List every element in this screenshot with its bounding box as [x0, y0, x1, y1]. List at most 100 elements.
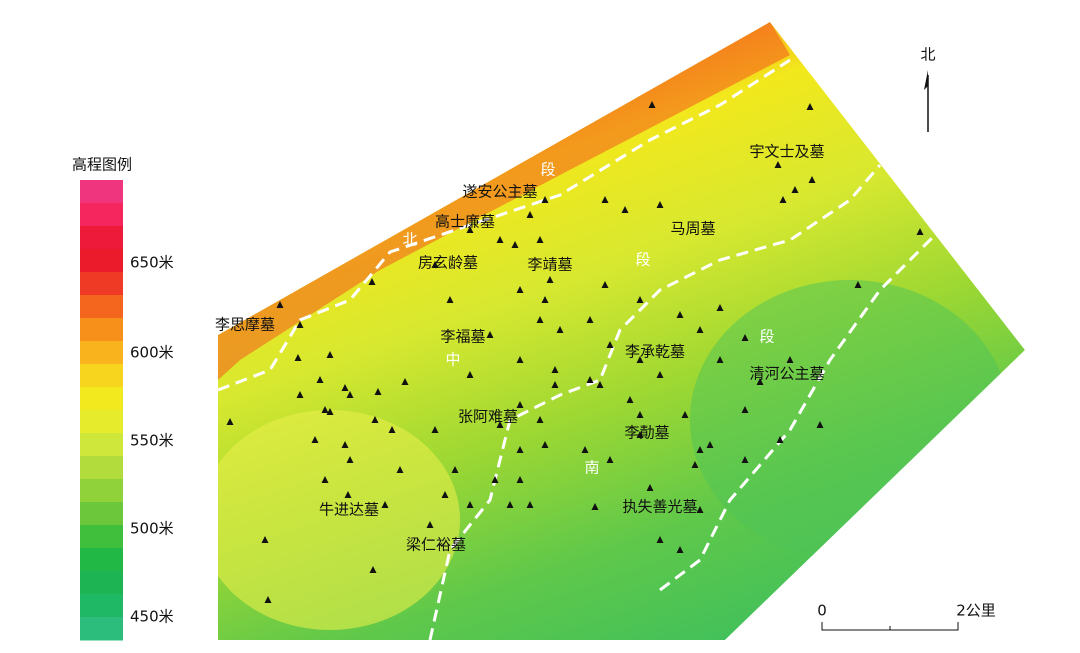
legend-swatch — [80, 318, 123, 342]
tomb-marker — [516, 401, 524, 408]
tomb-marker — [776, 436, 784, 443]
tomb-marker — [706, 441, 714, 448]
legend-swatch — [80, 433, 123, 457]
tomb-marker — [541, 296, 549, 303]
legend-label: 650米 — [130, 254, 174, 272]
legend-swatch — [80, 180, 123, 204]
tomb-marker — [344, 491, 352, 498]
legend-swatch — [80, 226, 123, 250]
tomb-marker — [691, 461, 699, 468]
tomb-marker — [596, 381, 604, 388]
tomb-marker — [496, 236, 504, 243]
legend-label: 550米 — [130, 432, 174, 450]
tomb-marker — [491, 476, 499, 483]
section-label: 段 — [759, 328, 774, 346]
legend-swatch — [80, 295, 123, 319]
north-arrow: 北 — [920, 46, 936, 132]
tomb-marker — [916, 228, 924, 235]
tomb-marker — [261, 536, 269, 543]
tomb-marker — [606, 341, 614, 348]
tomb-marker — [774, 161, 782, 168]
tomb-label: 李勣墓 — [624, 424, 669, 442]
section-label: 中 — [445, 351, 460, 369]
tomb-marker — [636, 296, 644, 303]
tomb-marker — [546, 276, 554, 283]
tomb-marker — [656, 536, 664, 543]
tomb-marker — [446, 296, 454, 303]
tomb-marker — [601, 196, 609, 203]
tomb-marker — [381, 501, 389, 508]
tomb-marker — [681, 411, 689, 418]
tomb-marker — [806, 103, 814, 110]
tomb-label: 李福墓 — [440, 328, 485, 346]
tomb-label: 马周墓 — [670, 220, 715, 238]
tomb-marker — [276, 301, 284, 308]
tomb-marker — [506, 501, 514, 508]
tomb-marker — [591, 503, 599, 510]
tomb-marker — [541, 196, 549, 203]
tomb-marker — [431, 426, 439, 433]
legend-swatch — [80, 479, 123, 503]
legend-swatch — [80, 272, 123, 296]
section-label: 段 — [635, 251, 650, 269]
tomb-marker — [586, 316, 594, 323]
tomb-marker — [556, 326, 564, 333]
tomb-marker — [326, 408, 334, 415]
tomb-label: 遂安公主墓 — [462, 183, 537, 201]
tomb-marker — [371, 416, 379, 423]
tomb-marker — [626, 396, 634, 403]
tomb-label: 宇文士及墓 — [749, 143, 824, 161]
tomb-marker — [369, 566, 377, 573]
tomb-label: 高士廉墓 — [435, 213, 495, 231]
tomb-marker — [511, 241, 519, 248]
legend: 高程图例 650米 600米 550米 500米 450米 — [72, 156, 174, 641]
scale-bar: 0 2公里 — [817, 602, 996, 631]
tomb-marker — [388, 426, 396, 433]
tomb-marker — [341, 441, 349, 448]
tomb-marker — [854, 281, 862, 288]
tomb-marker — [516, 476, 524, 483]
tomb-marker — [551, 381, 559, 388]
tomb-label: 执失善光墓 — [622, 498, 697, 516]
tomb-marker — [536, 316, 544, 323]
legend-swatch — [80, 364, 123, 388]
section-boundaries — [217, 58, 937, 641]
tomb-marker — [326, 351, 334, 358]
tomb-marker — [716, 304, 724, 311]
tomb-marker — [451, 466, 459, 473]
tomb-marker — [526, 501, 534, 508]
legend-swatch — [80, 571, 123, 595]
tomb-marker — [741, 406, 749, 413]
tomb-marker — [791, 186, 799, 193]
tomb-marker — [516, 356, 524, 363]
legend-swatch — [80, 525, 123, 549]
tomb-marker — [374, 388, 382, 395]
tomb-marker — [551, 366, 559, 373]
tomb-marker — [431, 261, 439, 268]
tomb-marker — [426, 521, 434, 528]
tomb-marker — [466, 371, 474, 378]
legend-swatch — [80, 502, 123, 526]
tomb-marker — [656, 371, 664, 378]
legend-swatch — [80, 548, 123, 572]
tomb-marker — [676, 311, 684, 318]
legend-swatch — [80, 410, 123, 434]
tomb-marker — [536, 236, 544, 243]
tomb-label: 李靖墓 — [527, 256, 572, 274]
tomb-marker — [696, 446, 704, 453]
tomb-marker — [636, 411, 644, 418]
scale-start: 0 — [817, 602, 827, 620]
tomb-marker — [636, 356, 644, 363]
tomb-marker — [516, 286, 524, 293]
tomb-label: 张阿难墓 — [458, 408, 518, 426]
tomb-marker — [466, 226, 474, 233]
tomb-marker — [296, 321, 304, 328]
terrain — [218, 22, 1025, 640]
tomb-label: 李思摩墓 — [215, 316, 275, 334]
section-label: 段 — [540, 161, 555, 179]
tomb-label: 梁仁裕墓 — [406, 536, 466, 554]
tomb-markers — [226, 101, 924, 603]
section-label: 北 — [402, 231, 417, 249]
section-label: 南 — [584, 459, 599, 477]
